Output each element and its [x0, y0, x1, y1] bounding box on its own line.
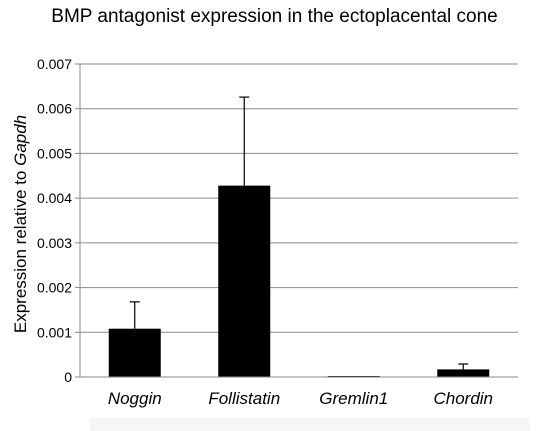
bar-chordin	[437, 369, 490, 377]
y-tick-label: 0.006	[37, 101, 72, 117]
bars	[108, 185, 490, 377]
bottom-strip	[90, 418, 530, 431]
bar-noggin	[108, 328, 161, 377]
x-tick-label-gremlin1: Gremlin1	[319, 389, 388, 408]
x-tick-label-chordin: Chordin	[433, 389, 493, 408]
y-axis-label-prefix: Expression relative to	[11, 166, 30, 333]
chart-title: BMP antagonist expression in the ectopla…	[51, 6, 498, 27]
x-tick-label-follistatin: Follistatin	[208, 389, 280, 408]
y-tick-label: 0.007	[37, 56, 72, 72]
x-tick-labels: Noggin Follistatin Gremlin1 Chordin	[108, 389, 493, 408]
gridlines	[80, 63, 518, 333]
y-tick-labels: 0 0.001 0.002 0.003 0.004 0.005 0.006 0.007	[37, 56, 72, 385]
y-tick-label: 0	[64, 369, 72, 385]
y-axis-label: Expression relative to Gapdh	[11, 115, 30, 333]
y-tick-label: 0.002	[37, 280, 72, 296]
bar-follistatin	[218, 185, 271, 377]
y-tick-label: 0.001	[37, 324, 72, 340]
y-tick-label: 0.004	[37, 190, 72, 206]
error-bars	[129, 96, 469, 370]
axes	[75, 63, 518, 378]
y-tick-label: 0.003	[37, 235, 72, 251]
y-tick-label: 0.005	[37, 145, 72, 161]
x-tick-label-noggin: Noggin	[108, 389, 162, 408]
y-axis-label-gene: Gapdh	[11, 115, 30, 166]
